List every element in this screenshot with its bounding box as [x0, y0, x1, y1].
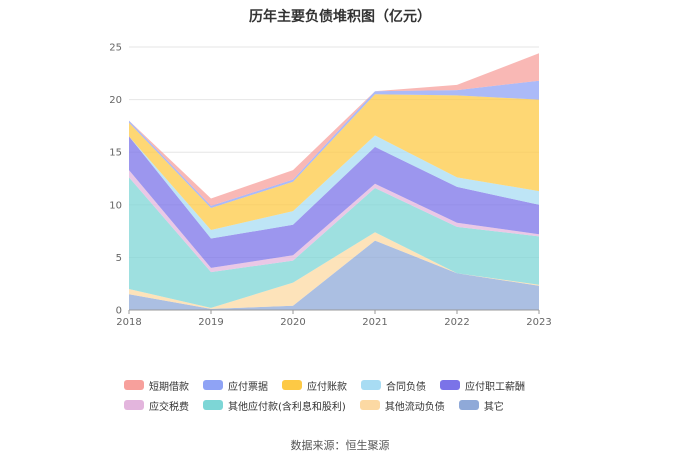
legend-label: 其他流动负债 — [384, 401, 445, 413]
x-tick-label: 2020 — [280, 317, 305, 328]
legend-item[interactable]: 其他应付款(含利息和股利) — [203, 398, 346, 413]
legend-item[interactable]: 短期借款 — [124, 378, 189, 393]
area-series-7 — [129, 80, 539, 208]
area-series-0 — [129, 240, 539, 310]
y-tick-label: 20 — [109, 95, 122, 106]
area-series-4 — [129, 136, 539, 268]
chart-title: 历年主要负债堆积图（亿元） — [249, 9, 431, 25]
legend-item[interactable]: 应交税费 — [124, 398, 189, 413]
legend-swatch — [361, 380, 381, 390]
legend-label: 其他应付款(含利息和股利) — [228, 401, 346, 413]
legend-label: 短期借款 — [149, 381, 189, 393]
area-series-6 — [129, 94, 539, 230]
area-series-1 — [129, 232, 539, 309]
legend-swatch — [124, 400, 144, 410]
legend-item[interactable]: 应付票据 — [203, 378, 268, 393]
legend-label: 合同负债 — [386, 381, 426, 393]
legend-label: 应交税费 — [149, 401, 189, 413]
legend-item[interactable]: 其它 — [458, 398, 504, 413]
area-series-2 — [129, 177, 539, 308]
x-tick-label: 2019 — [198, 317, 223, 328]
y-tick-label: 10 — [109, 200, 122, 211]
y-tick-label: 5 — [116, 253, 122, 264]
legend-label: 应付职工薪酬 — [465, 381, 525, 393]
legend-item[interactable]: 合同负债 — [361, 378, 426, 393]
axes: 0 5 10 15 20 25 2018 2019 2020 2021 2022 2023 — [109, 43, 551, 329]
legend-swatch — [359, 400, 380, 410]
legend-item[interactable]: 应付账款 — [282, 378, 347, 393]
x-tick-label: 2023 — [526, 317, 551, 328]
legend-label: 其它 — [483, 401, 504, 413]
legend-swatch — [458, 400, 479, 410]
area-series-3 — [129, 170, 539, 273]
x-tick-label: 2021 — [362, 317, 387, 328]
legend-label: 应付账款 — [307, 381, 347, 393]
legend: 短期借款 应付票据 应付账款 合同负债 应付职工薪酬应交税费 其他应付款(含利息和股利) 其… — [124, 378, 594, 413]
y-tick-label: 15 — [109, 148, 122, 159]
legend-swatch — [440, 380, 460, 390]
x-tick-label: 2018 — [116, 317, 141, 328]
legend-swatch — [203, 380, 223, 390]
y-tick-label: 25 — [109, 43, 122, 54]
legend-swatch — [124, 380, 144, 390]
legend-label: 应付票据 — [228, 381, 268, 393]
legend-item[interactable]: 应付职工薪酬 — [440, 378, 525, 393]
legend-swatch — [203, 400, 223, 410]
y-tick-label: 0 — [116, 306, 122, 317]
legend-swatch — [282, 380, 302, 390]
stacked-area-chart: 0 5 10 15 20 25 2018 2019 2020 2021 2022 2023 — [109, 43, 551, 329]
area-layer — [129, 53, 539, 310]
legend-item[interactable]: 其他流动负债 — [359, 398, 445, 413]
source-note: 数据来源：恒生聚源 — [290, 439, 390, 452]
x-tick-label: 2022 — [444, 317, 469, 328]
